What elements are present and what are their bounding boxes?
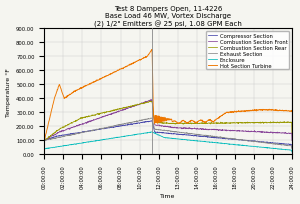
Combustion Section Front (213, 129, 216, 131)
Compressor Section (152, 127, 155, 130)
Line: Combustion Section Rear: Combustion Section Rear (44, 102, 292, 145)
Line: Hot Section Turbine: Hot Section Turbine (44, 50, 292, 148)
Combustion Section Front (240, 130, 244, 133)
Exhaust Section (68, 134, 71, 137)
Hot Section Turbine (152, 115, 155, 117)
Line: Exhaust Section: Exhaust Section (44, 118, 292, 149)
Enclosure (213, 142, 216, 144)
Enclosure (236, 144, 239, 147)
Exhaust Section (152, 124, 155, 127)
Combustion Section Rear (240, 122, 244, 125)
Combustion Section Front (290, 140, 294, 142)
Combustion Section Front (143, 102, 146, 104)
Line: Compressor Section: Compressor Section (44, 121, 292, 148)
Exhaust Section (236, 139, 239, 141)
Compressor Section (143, 121, 146, 124)
X-axis label: Time: Time (160, 194, 176, 198)
Compressor Section (240, 139, 244, 142)
Compressor Section (149, 120, 153, 122)
Combustion Section Rear (236, 122, 239, 124)
Compressor Section (43, 144, 46, 146)
Combustion Section Rear (149, 100, 152, 103)
Compressor Section (236, 139, 239, 141)
Combustion Section Rear (213, 123, 216, 125)
Combustion Section Rear (152, 114, 155, 116)
Enclosure (43, 150, 46, 152)
Y-axis label: Temperature °F: Temperature °F (6, 68, 10, 116)
Hot Section Turbine (240, 110, 244, 113)
Enclosure (290, 151, 294, 153)
Compressor Section (213, 136, 216, 139)
Combustion Section Front (149, 99, 153, 101)
Combustion Section Front (236, 130, 239, 132)
Title: Test 8 Dampers Open, 11-4226
Base Load 46 MW, Vortex Discharge
(2) 1/2" Emitters: Test 8 Dampers Open, 11-4226 Base Load 4… (94, 6, 242, 28)
Line: Enclosure: Enclosure (44, 132, 292, 152)
Enclosure (68, 144, 71, 146)
Hot Section Turbine (290, 110, 294, 112)
Exhaust Section (213, 135, 216, 138)
Compressor Section (290, 147, 294, 150)
Combustion Section Rear (290, 132, 294, 134)
Enclosure (152, 132, 155, 134)
Enclosure (240, 144, 244, 147)
Combustion Section Front (152, 116, 155, 118)
Combustion Section Rear (143, 102, 146, 105)
Exhaust Section (240, 139, 244, 142)
Enclosure (143, 132, 146, 135)
Line: Combustion Section Front: Combustion Section Front (44, 100, 292, 145)
Combustion Section Front (43, 144, 46, 146)
Compressor Section (68, 133, 71, 136)
Legend: Compressor Section, Combustion Section Front, Combustion Section Rear, Exhaust S: Compressor Section, Combustion Section F… (206, 32, 289, 70)
Exhaust Section (290, 147, 294, 150)
Hot Section Turbine (236, 111, 239, 113)
Combustion Section Rear (43, 144, 46, 146)
Hot Section Turbine (213, 119, 216, 122)
Combustion Section Rear (68, 123, 71, 125)
Hot Section Turbine (43, 146, 46, 149)
Exhaust Section (143, 118, 146, 121)
Exhaust Section (43, 144, 46, 146)
Hot Section Turbine (150, 49, 154, 51)
Combustion Section Front (68, 128, 71, 130)
Hot Section Turbine (143, 57, 146, 60)
Enclosure (149, 131, 153, 133)
Exhaust Section (149, 117, 153, 120)
Hot Section Turbine (68, 94, 71, 96)
